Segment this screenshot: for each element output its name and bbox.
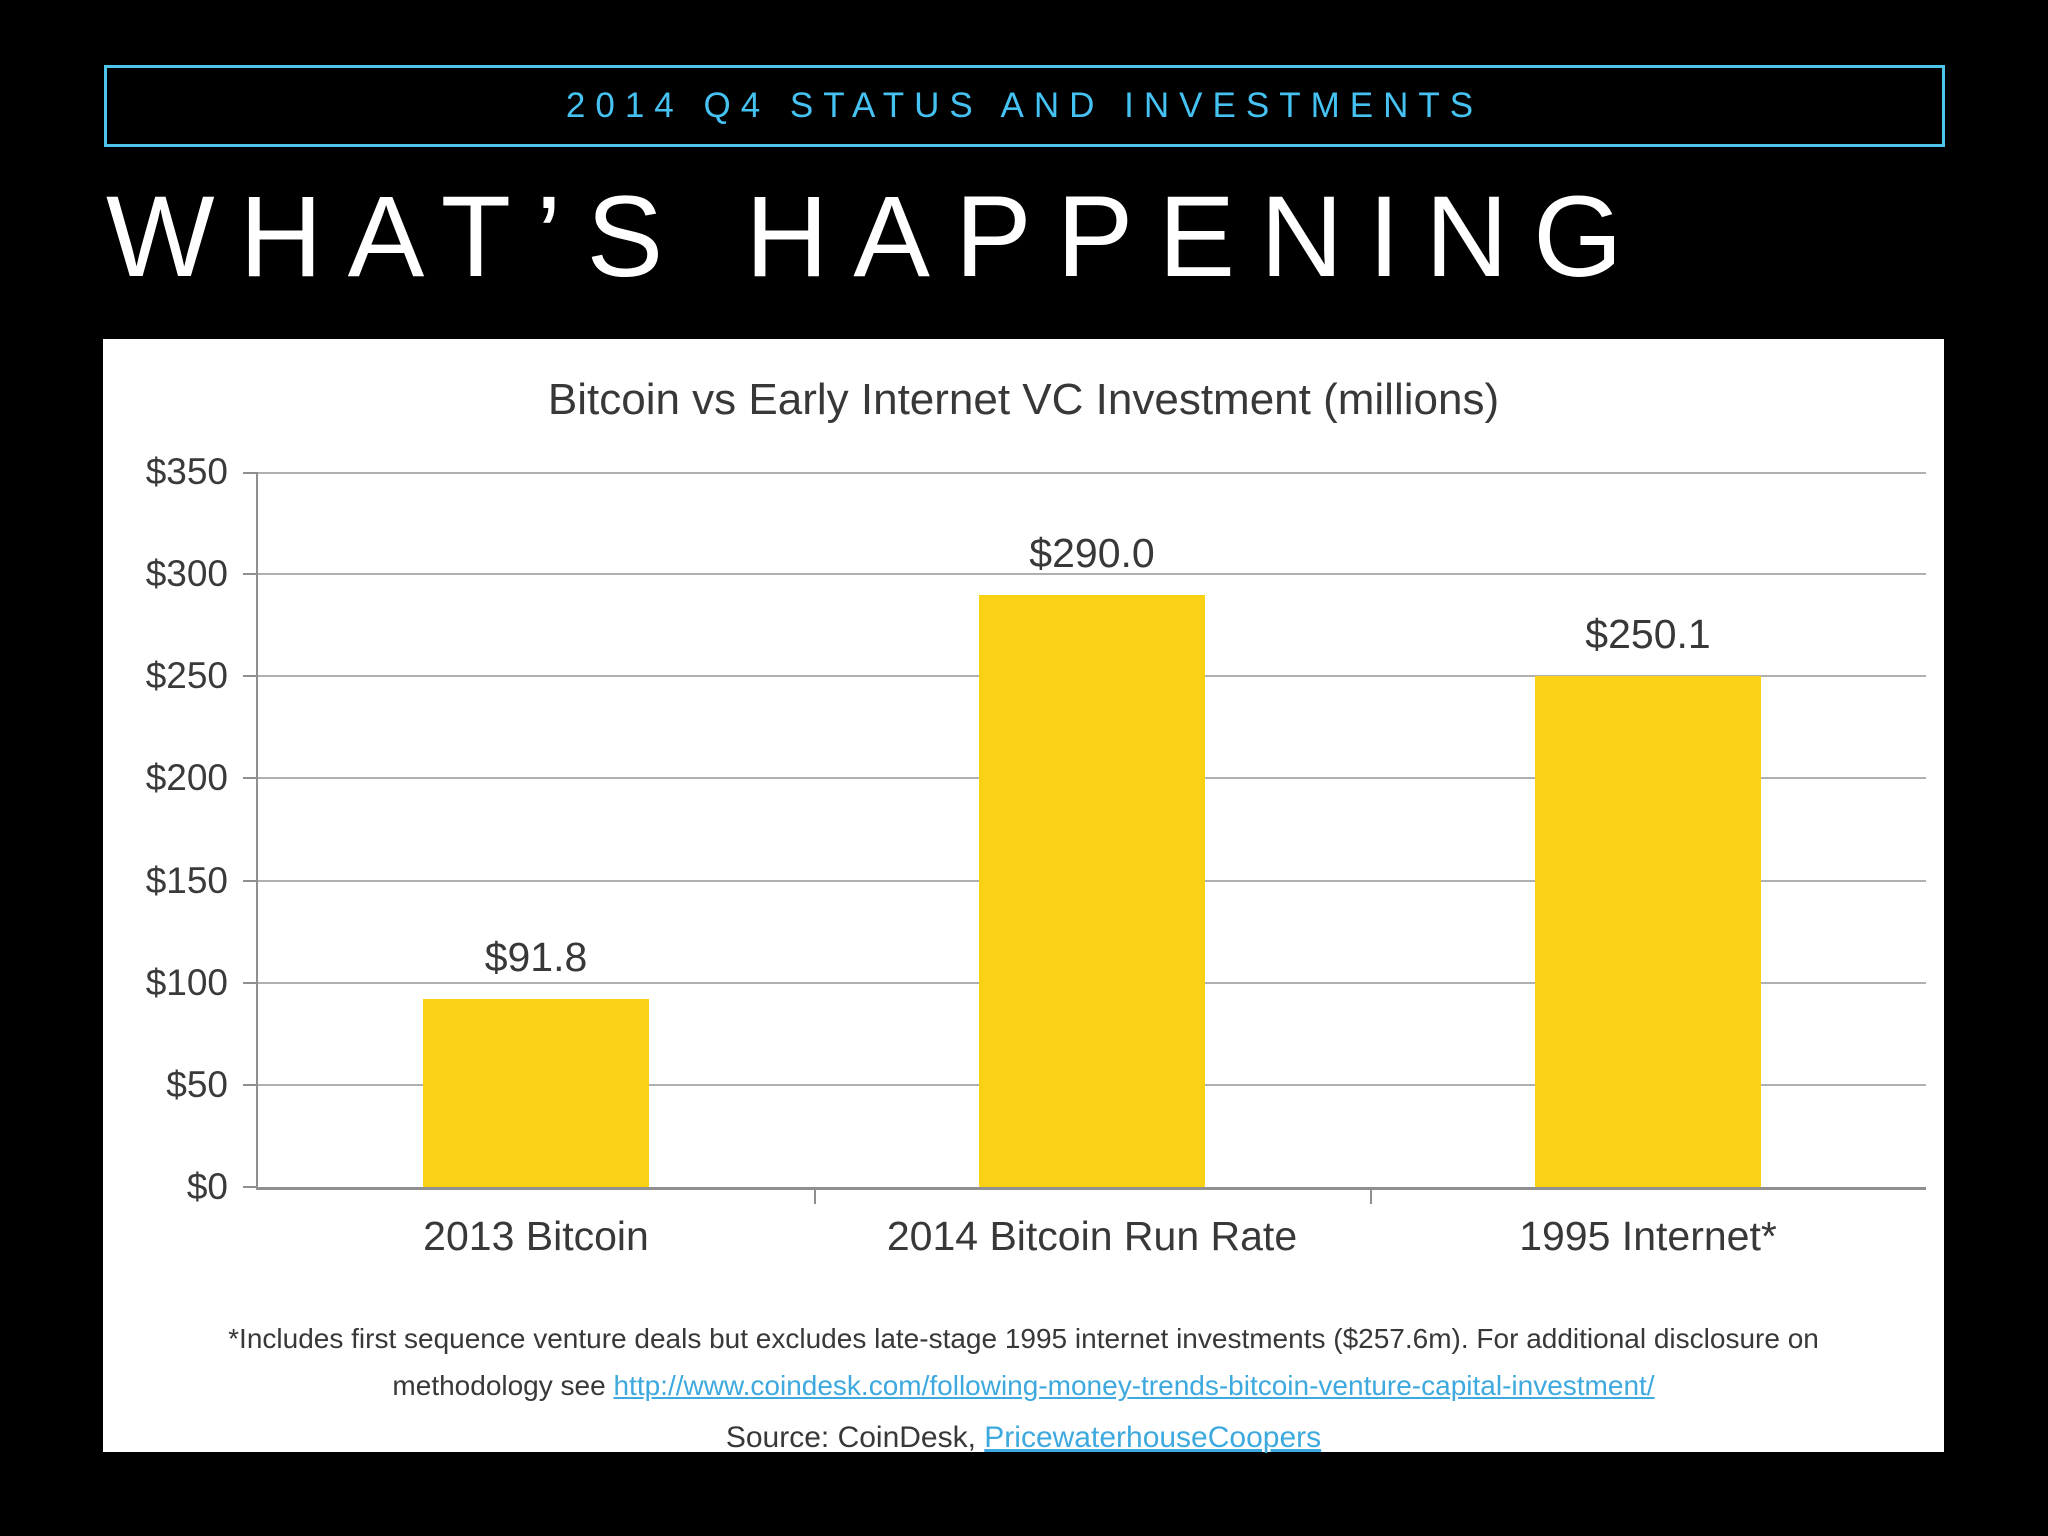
- y-axis-tick-label: $0: [186, 1166, 228, 1207]
- footnote-line-1: *Includes first sequence venture deals b…: [228, 1323, 1819, 1354]
- y-axis-tick: [243, 880, 258, 882]
- bar-1995-internet: [1535, 676, 1761, 1187]
- bar-value-label: $290.0: [1029, 530, 1155, 576]
- footnote: *Includes first sequence venture deals b…: [103, 1315, 1944, 1409]
- x-axis-tick: [1370, 1190, 1372, 1204]
- y-axis-tick: [243, 982, 258, 984]
- bar-2013-bitcoin: [423, 999, 649, 1187]
- y-axis-tick: [243, 1084, 258, 1086]
- bar-value-label: $250.1: [1585, 611, 1711, 657]
- chart-title: Bitcoin vs Early Internet VC Investment …: [547, 375, 1500, 424]
- y-axis-tick: [243, 573, 258, 575]
- x-axis-category-label: 2013 Bitcoin: [423, 1213, 649, 1259]
- gridline: [258, 472, 1926, 474]
- footnote-prefix: methodology see: [392, 1370, 614, 1402]
- source-prefix: Source: CoinDesk,: [725, 1421, 985, 1454]
- y-axis-tick-label: $300: [145, 553, 228, 594]
- y-axis-tick-label: $250: [145, 655, 228, 696]
- x-axis-category-label: 2014 Bitcoin Run Rate: [886, 1213, 1298, 1259]
- y-axis-tick-label: $200: [145, 757, 228, 798]
- y-axis-tick-label: $100: [145, 962, 228, 1003]
- footnote-line-2: methodology see http://www.coindesk.com/…: [103, 1362, 1944, 1409]
- y-axis-tick: [243, 1186, 258, 1188]
- plot-area: $350 $300 $250 $200 $150 $100 $50 $0 $91.8 2013 B…: [146, 451, 1926, 1259]
- gridline: [258, 573, 1926, 575]
- bar-value-label: $91.8: [484, 934, 588, 980]
- chart-panel: Bitcoin vs Early Internet VC Investment …: [103, 339, 1944, 1455]
- bar-2014-bitcoin-run-rate: [979, 595, 1205, 1187]
- y-axis-tick-label: $150: [145, 860, 228, 901]
- x-axis-category-label: 1995 Internet*: [1519, 1213, 1777, 1259]
- footnote-link[interactable]: http://www.coindesk.com/following-money-…: [613, 1370, 1655, 1402]
- y-axis-tick: [243, 675, 258, 677]
- y-axis-tick: [243, 777, 258, 779]
- source-link[interactable]: PricewaterhouseCoopers: [984, 1421, 1322, 1454]
- slide-title: WHAT’S HAPPENING: [106, 173, 1648, 301]
- x-axis-tick: [814, 1190, 816, 1204]
- kicker-banner: 2014 Q4 STATUS AND INVESTMENTS: [104, 65, 1945, 147]
- y-axis-tick: [243, 472, 258, 474]
- y-axis-tick-label: $350: [145, 451, 228, 492]
- kicker-text: 2014 Q4 STATUS AND INVESTMENTS: [565, 86, 1484, 125]
- source-line: Source: CoinDesk, PricewaterhouseCoopers: [103, 1421, 1944, 1455]
- y-axis-tick-label: $50: [166, 1064, 228, 1105]
